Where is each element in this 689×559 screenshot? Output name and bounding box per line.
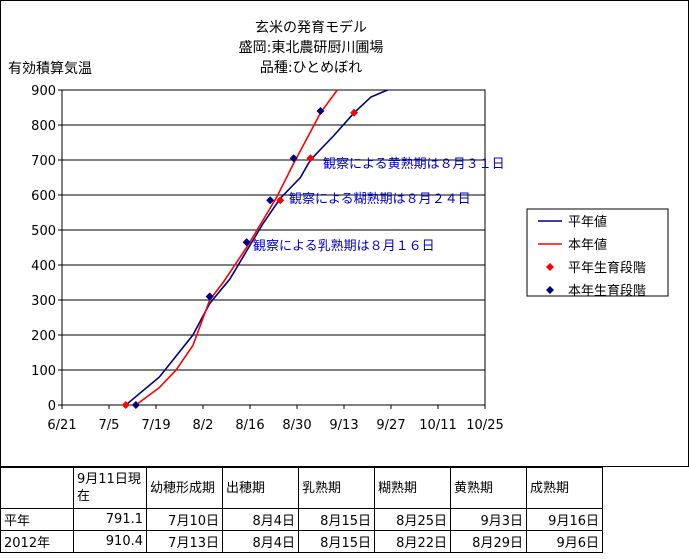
stage-marker [350, 108, 359, 117]
table-cell: 8月15日 [298, 530, 375, 553]
stage-marker [276, 196, 285, 205]
y-tick-label: 0 [48, 399, 56, 414]
row-label-cell: 平年 [0, 508, 74, 531]
row-label-cell: 2012年 [0, 530, 74, 553]
table-header-cell: 出穂期 [222, 467, 299, 509]
annotation-1: 観察による乳熟期は８月１６日 [253, 238, 435, 254]
table-cell: 8月15日 [298, 508, 375, 531]
series-layer [121, 89, 388, 409]
y-tick-label: 900 [31, 84, 56, 99]
legend-label: 平年値 [568, 214, 607, 230]
x-tick-label: 9/13 [329, 418, 358, 433]
stage-marker [289, 154, 298, 163]
y-tick-label: 400 [31, 259, 56, 274]
legend-marker-swatch [546, 263, 554, 271]
table-cell: 7月10日 [146, 508, 223, 531]
annotation-2: 観察による糊熟期は８月２４日 [289, 191, 471, 207]
table-cell: 8月22日 [374, 530, 451, 553]
stage-marker [205, 292, 214, 301]
x-tick-label: 10/11 [419, 418, 456, 433]
x-tick-label: 7/19 [141, 418, 170, 433]
table-cell: 910.4 [73, 530, 147, 553]
table-cell: 8月4日 [222, 530, 299, 553]
table-header-cell: 9月11日現在 [73, 467, 147, 509]
table-header-cell: 糊熟期 [374, 467, 451, 509]
table-row: 平年 791.1 7月10日 8月4日 8月15日 8月25日 9月3日 9月16日 [0, 508, 603, 531]
table-cell: 9月6日 [526, 530, 603, 553]
y-tick-label: 200 [31, 329, 56, 344]
table-cell: 8月25日 [374, 508, 451, 531]
table-cell: 791.1 [73, 508, 147, 531]
legend-label: 本年生育段階 [568, 283, 646, 299]
chart-title-line-2: 盛岡:東北農研厨川圃場 [239, 40, 384, 56]
table-cell: 7月13日 [146, 530, 223, 553]
x-tick-label: 7/5 [99, 418, 120, 433]
chart-title-line-3: 品種:ひとめぼれ [260, 60, 362, 76]
stage-marker [131, 401, 140, 409]
y-axis-label: 有効積算気温 [8, 61, 92, 77]
stage-marker [316, 107, 325, 115]
chart-title-line-1: 玄米の発育モデル [255, 19, 367, 36]
x-tick-label: 8/16 [235, 418, 264, 433]
y-tick-label: 800 [31, 119, 56, 134]
annotation-3: 観察による黄熟期は８月３１日 [323, 156, 505, 172]
stage-marker [242, 238, 251, 247]
y-tick-label: 100 [31, 364, 56, 379]
legend-box [526, 208, 669, 297]
x-tick-label: 6/21 [47, 418, 76, 433]
x-tick-label: 9/27 [376, 418, 405, 433]
table-header-cell: 成熟期 [526, 467, 603, 509]
table-cell: 8月4日 [222, 508, 299, 531]
chart: 玄米の発育モデル 盛岡:東北農研厨川圃場 品種:ひとめぼれ 有効積算気温 0 10… [0, 0, 689, 467]
table-row: 2012年 910.4 7月13日 8月4日 8月15日 8月22日 8月29日 9月6日 [0, 530, 603, 553]
x-tick-label: 8/2 [193, 418, 214, 433]
table-cell: 9月3日 [450, 508, 527, 531]
y-tick-label: 300 [31, 294, 56, 309]
legend-label: 平年生育段階 [568, 260, 646, 276]
legend-marker-swatch [546, 286, 554, 294]
y-tick-label: 500 [31, 224, 56, 239]
plot-area [61, 89, 486, 406]
table-header-cell: 幼穂形成期 [146, 467, 223, 509]
table-header-cell: 黄熟期 [450, 467, 527, 509]
y-tick-label: 600 [31, 189, 56, 204]
y-tick-label: 700 [31, 154, 56, 169]
series-line-1 [135, 89, 338, 406]
x-tick-label: 10/25 [466, 418, 503, 433]
legend-label: 本年値 [568, 237, 607, 253]
axes: 0 100 200 300 400 500 600 700 800 900 6/21 7/5 7/19 8… [31, 84, 504, 433]
table-header-cell [0, 467, 74, 509]
grid-lines [61, 89, 486, 406]
stage-marker [266, 196, 275, 205]
data-table: 9月11日現在 幼穂形成期 出穂期 乳熟期 糊熟期 黄熟期 成熟期 平年 791.1 7月10日 8… [0, 467, 603, 553]
table-header-cell: 乳熟期 [298, 467, 375, 509]
stage-marker [306, 154, 315, 163]
table-header-row: 9月11日現在 幼穂形成期 出穂期 乳熟期 糊熟期 黄熟期 成熟期 [0, 467, 603, 509]
table-cell: 8月29日 [450, 530, 527, 553]
stage-marker [121, 401, 130, 409]
annotations: 観察による乳熟期は８月１６日 観察による糊熟期は８月２４日 観察による黄熟期は８月３… [253, 156, 505, 254]
table-cell: 9月16日 [526, 508, 603, 531]
series-line-0 [125, 89, 388, 406]
x-tick-label: 8/30 [282, 418, 311, 433]
